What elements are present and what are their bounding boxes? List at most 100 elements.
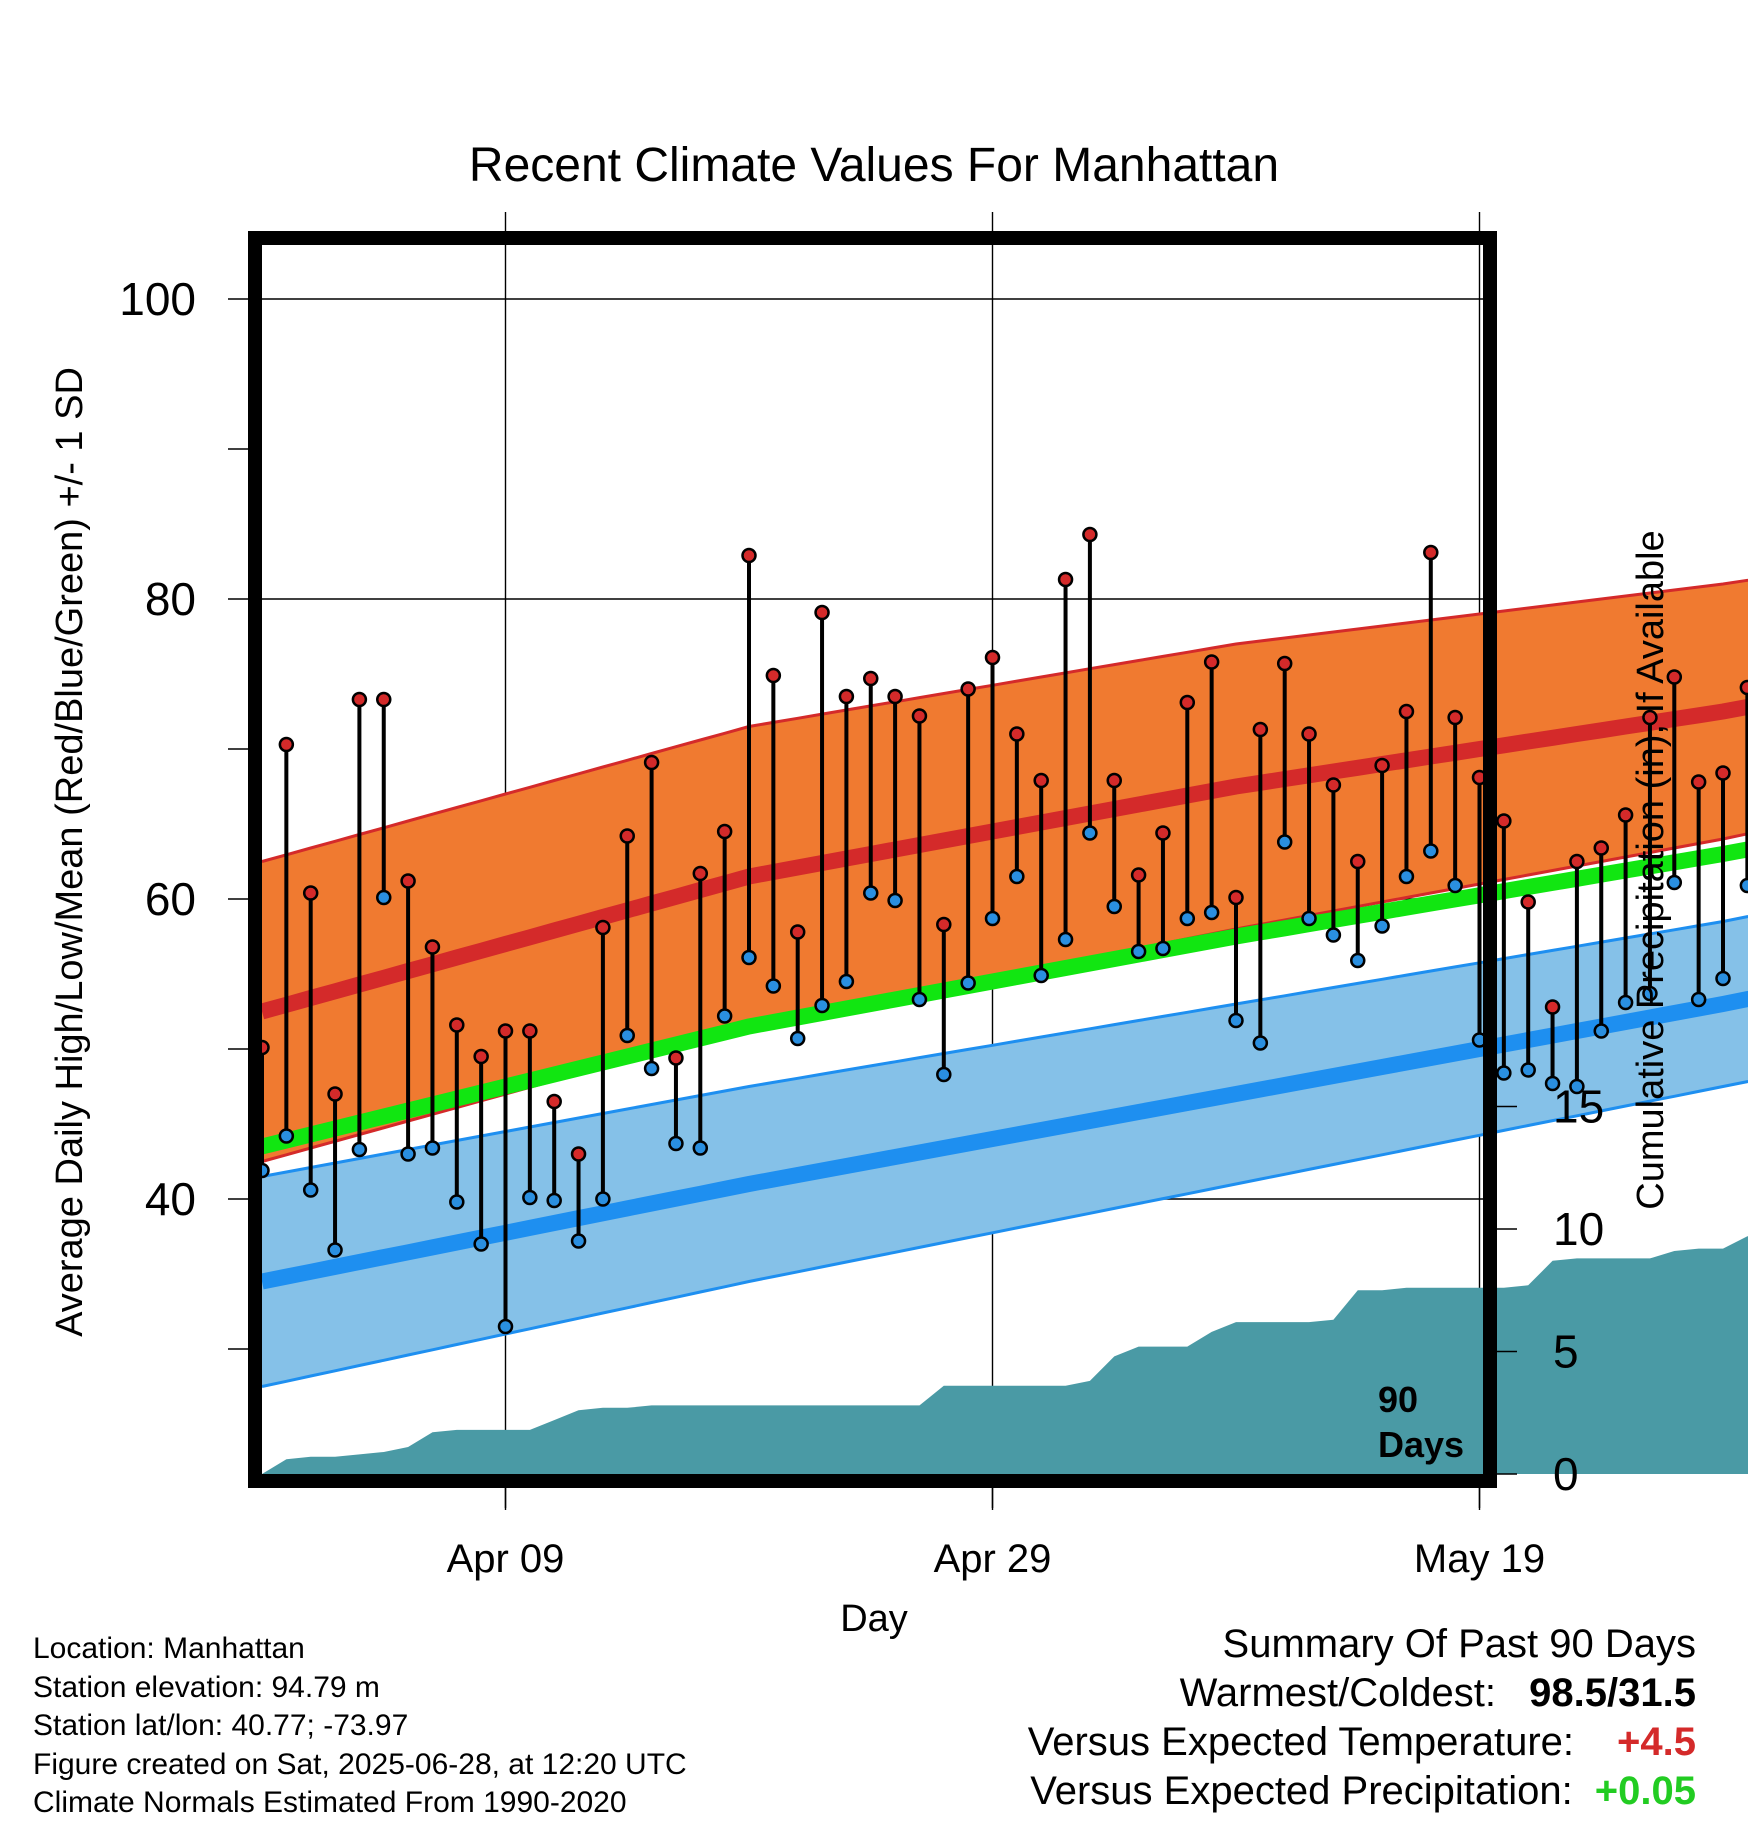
daily-high-point xyxy=(497,1023,514,1039)
daily-high-point xyxy=(1520,894,1536,910)
x-tick-label: May 19 xyxy=(1414,1537,1545,1581)
daily-high-point xyxy=(1666,669,1683,685)
daily-high-point xyxy=(546,1093,562,1110)
daily-low-point xyxy=(911,991,928,1008)
today-days-count: 90 xyxy=(1378,1379,1418,1420)
daily-low-point xyxy=(814,997,830,1014)
summary-title: Summary Of Past 90 Days xyxy=(1222,1622,1696,1666)
daily-high-point xyxy=(1739,679,1748,696)
daily-low-point xyxy=(1593,1023,1609,1039)
daily-high-point xyxy=(1350,853,1366,870)
daily-high-point xyxy=(1398,703,1415,720)
temp-departure-label: Versus Expected Temperature: xyxy=(1027,1720,1574,1764)
daily-low-point xyxy=(1715,970,1731,987)
daily-low-point xyxy=(1301,910,1317,927)
daily-low-point xyxy=(1252,1035,1269,1051)
daily-low-point xyxy=(449,1194,465,1210)
daily-low-point xyxy=(1203,904,1220,921)
precip-departure-label: Versus Expected Precipitation: xyxy=(1030,1769,1573,1813)
warmest-coldest-value: 98.5/31.5 xyxy=(1529,1671,1696,1715)
daily-low-point xyxy=(1544,1075,1561,1092)
daily-low-point xyxy=(741,949,757,966)
daily-high-point xyxy=(1106,772,1122,789)
daily-low-point xyxy=(1617,994,1634,1011)
daily-low-point xyxy=(1350,952,1366,969)
daily-low-point xyxy=(716,1008,733,1024)
normal-low-lower-edge xyxy=(261,1079,1748,1388)
summary-panel: Summary Of Past 90 Days Warmest/Coldest:… xyxy=(1028,1620,1696,1816)
daily-low-point xyxy=(1009,868,1025,885)
daily-low-point xyxy=(1520,1062,1536,1078)
location-text: Location: Manhattan xyxy=(33,1632,305,1665)
daily-low-point xyxy=(1155,940,1171,957)
daily-high-point xyxy=(1569,853,1585,870)
daily-high-point xyxy=(1715,765,1731,781)
normal-high-upper-edge xyxy=(261,578,1748,863)
daily-high-point xyxy=(716,823,733,840)
daily-low-point xyxy=(497,1318,514,1335)
daily-low-point xyxy=(863,885,879,901)
chart-title: Recent Climate Values For Manhattan xyxy=(469,139,1279,192)
daily-low-point xyxy=(473,1236,489,1252)
today-days-label: Days xyxy=(1378,1424,1464,1465)
daily-low-point xyxy=(1106,898,1122,915)
daily-low-point xyxy=(1374,918,1390,934)
temp-departure-row: Versus Expected Temperature: +4.5 xyxy=(1028,1718,1696,1767)
daily-high-point xyxy=(1130,867,1147,883)
daily-low-point xyxy=(1690,991,1707,1008)
daily-low-point xyxy=(1666,874,1683,891)
temp-departure-value: +4.5 xyxy=(1617,1720,1696,1764)
daily-low-point xyxy=(765,978,782,994)
daily-high-point xyxy=(400,873,416,889)
daily-high-point xyxy=(936,916,952,933)
daily-low-point xyxy=(1739,877,1748,894)
y-tick-label: 40 xyxy=(145,1173,196,1225)
daily-high-point xyxy=(522,1023,538,1039)
daily-high-point xyxy=(1544,999,1561,1015)
daily-high-point xyxy=(1082,526,1098,543)
warmest-coldest-label: Warmest/Coldest: xyxy=(1179,1671,1496,1715)
daily-high-point xyxy=(887,688,903,705)
y2-axis-label: Cumulative Precipitation (in), If Availa… xyxy=(1630,530,1672,1209)
daily-high-point xyxy=(595,919,611,936)
daily-low-point xyxy=(668,1135,684,1152)
daily-high-point xyxy=(1325,777,1342,793)
x-tick-label: Apr 29 xyxy=(934,1537,1052,1581)
station-info: Location: Manhattan Station elevation: 9… xyxy=(33,1630,687,1823)
daily-high-point xyxy=(1374,757,1390,774)
daily-high-point xyxy=(1496,813,1512,829)
normals-text: Climate Normals Estimated From 1990-2020 xyxy=(33,1786,627,1819)
daily-high-point xyxy=(1033,772,1049,789)
daily-high-point xyxy=(984,649,1001,666)
y2-tick-label: 5 xyxy=(1553,1326,1579,1378)
daily-low-point xyxy=(1447,877,1463,894)
daily-low-point xyxy=(522,1189,538,1206)
daily-low-point xyxy=(1325,927,1342,943)
daily-high-point xyxy=(327,1086,343,1102)
y-tick-label: 60 xyxy=(145,873,196,925)
daily-high-point xyxy=(960,681,976,697)
daily-high-point xyxy=(789,924,806,940)
precip-departure-value: +0.05 xyxy=(1594,1769,1696,1813)
x-tick-label: Apr 09 xyxy=(447,1537,565,1581)
daily-low-point xyxy=(1057,931,1074,948)
daily-low-point xyxy=(546,1192,562,1209)
normal-low-line xyxy=(260,990,1748,1290)
daily-low-point xyxy=(619,1027,635,1044)
daily-high-point xyxy=(302,885,319,901)
daily-low-point xyxy=(376,889,392,906)
daily-low-point xyxy=(327,1242,343,1258)
y2-tick-label: 10 xyxy=(1553,1203,1604,1255)
y2-tick-label: 15 xyxy=(1553,1081,1604,1133)
observations xyxy=(254,526,1748,1335)
daily-high-point xyxy=(570,1146,587,1162)
daily-low-point xyxy=(1082,825,1098,841)
y-tick-label: 100 xyxy=(119,273,196,325)
daily-low-point xyxy=(1569,1078,1585,1095)
daily-low-point xyxy=(1130,943,1147,960)
daily-low-point xyxy=(936,1066,952,1083)
daily-low-point xyxy=(278,1128,295,1144)
daily-low-point xyxy=(960,975,976,991)
daily-high-point xyxy=(1057,571,1074,588)
